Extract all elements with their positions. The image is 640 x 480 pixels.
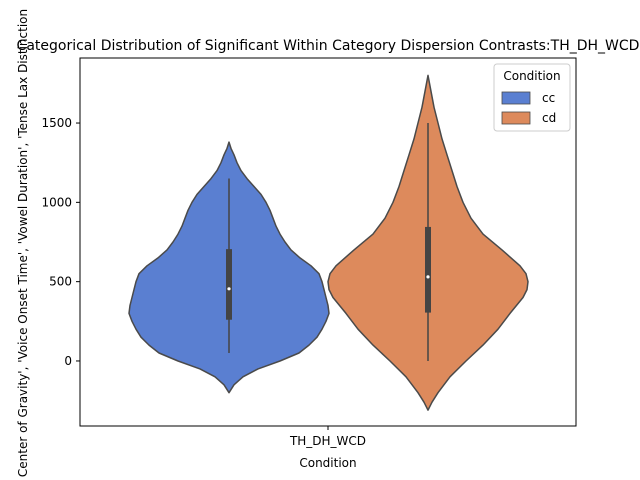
legend-label-cc: cc: [542, 91, 555, 105]
legend-swatch-cc: [501, 91, 531, 105]
y-tick-label: 500: [49, 275, 72, 289]
iqr-box-cd: [425, 226, 431, 313]
median-dot-cd: [426, 275, 430, 279]
y-tick-label: 1500: [41, 116, 72, 130]
y-axis-label: Center of Gravity', 'Voice Onset Time', …: [16, 9, 30, 477]
legend-swatch-cd: [501, 111, 531, 125]
plot-area: 0 500 1000 1500 TH_DH_WCD Condition cc cd: [41, 57, 577, 448]
y-tick-label: 1000: [41, 195, 72, 209]
chart-title: Categorical Distribution of Significant …: [17, 38, 640, 54]
y-tick-label: 0: [64, 354, 72, 368]
iqr-box-cc: [226, 249, 232, 320]
x-axis-label: Condition: [299, 456, 356, 470]
legend-label-cd: cd: [542, 111, 556, 125]
legend-title: Condition: [503, 69, 560, 83]
median-dot-cc: [227, 287, 231, 291]
x-tick-label: TH_DH_WCD: [289, 434, 366, 448]
